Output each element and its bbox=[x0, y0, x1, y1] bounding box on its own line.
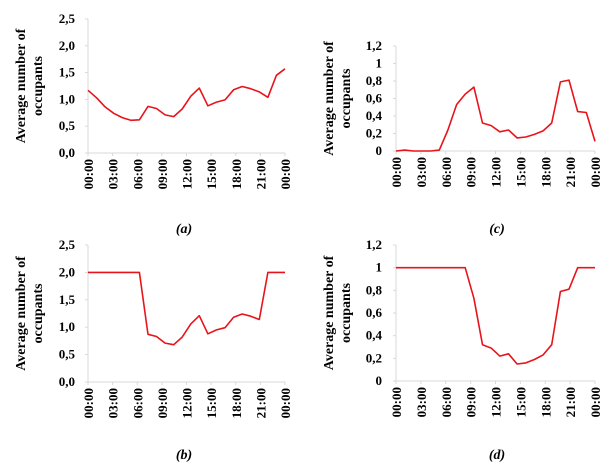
x-tick-label: 03:00 bbox=[106, 388, 121, 418]
y-tick-label: 0,2 bbox=[366, 126, 382, 141]
y-tick-label: 0,0 bbox=[59, 145, 75, 160]
x-tick-label: 03:00 bbox=[414, 157, 429, 187]
chart-panel-b: 0,0 0,5 1,0 1,5 2,0 2,5 00:00 03:00 06:00 09:00 12… bbox=[14, 237, 293, 463]
x-tick-label: 15:00 bbox=[513, 157, 528, 187]
y-tick-label: 1,0 bbox=[59, 319, 75, 334]
y-tick-label: 0,8 bbox=[366, 282, 383, 297]
series-line bbox=[395, 79, 596, 152]
x-tick-label: 21:00 bbox=[563, 387, 578, 417]
y-axis-label: occupants bbox=[31, 56, 46, 116]
x-tick-label: 18:00 bbox=[538, 157, 553, 187]
y-axis-label: Average number of bbox=[322, 41, 337, 156]
x-tick-label: 06:00 bbox=[130, 159, 145, 189]
series-line bbox=[88, 271, 285, 346]
y-tick-label: 0,5 bbox=[59, 118, 76, 133]
x-tick-label: 21:00 bbox=[253, 388, 268, 418]
x-tick-label: 03:00 bbox=[106, 159, 121, 189]
x-tick-label: 00:00 bbox=[588, 387, 603, 417]
y-tick-label: 0,5 bbox=[59, 347, 76, 362]
x-tick-label: 03:00 bbox=[414, 387, 429, 417]
y-tick-label: 1,5 bbox=[59, 65, 76, 80]
y-tick-label: 1,2 bbox=[366, 38, 382, 53]
x-tick-label: 18:00 bbox=[229, 159, 244, 189]
panel-caption: (d) bbox=[489, 448, 505, 463]
chart-panel-d: 0 0,2 0,4 0,6 0,8 1 1,2 00:00 03:00 06:00 09:00 12:… bbox=[322, 237, 603, 463]
x-tick-label: 18:00 bbox=[229, 388, 244, 418]
x-tick-label: 21:00 bbox=[253, 159, 268, 189]
x-tick-label: 09:00 bbox=[464, 157, 479, 187]
x-tick-label: 06:00 bbox=[439, 387, 454, 417]
y-axis-label: occupants bbox=[339, 68, 354, 128]
y-tick-label: 0,2 bbox=[366, 350, 382, 365]
y-tick-label: 0 bbox=[376, 373, 383, 388]
y-axis-label: Average number of bbox=[14, 28, 29, 143]
y-tick-label: 2,5 bbox=[59, 237, 76, 252]
y-tick-label: 2,5 bbox=[59, 11, 76, 26]
y-axis-label: occupants bbox=[339, 283, 354, 343]
y-tick-label: 2,0 bbox=[59, 38, 75, 53]
x-tick-label: 06:00 bbox=[130, 388, 145, 418]
y-tick-label: 2,0 bbox=[59, 264, 75, 279]
y-tick-label: 0,4 bbox=[366, 108, 383, 123]
chart-panel-c: 0 0,2 0,4 0,6 0,8 1 1,2 00:00 03:00 06:00 09:00 12:… bbox=[322, 38, 603, 237]
y-tick-label: 1,5 bbox=[59, 292, 76, 307]
y-tick-label: 0,6 bbox=[366, 91, 383, 106]
y-tick-label: 0 bbox=[376, 143, 383, 158]
x-tick-label: 00:00 bbox=[588, 157, 603, 187]
x-tick-label: 15:00 bbox=[513, 387, 528, 417]
x-tick-label: 00:00 bbox=[278, 159, 293, 189]
x-tick-label: 00:00 bbox=[389, 157, 404, 187]
y-tick-label: 1 bbox=[376, 56, 383, 71]
x-tick-label: 18:00 bbox=[538, 387, 553, 417]
y-tick-label: 1 bbox=[376, 260, 383, 275]
x-tick-label: 15:00 bbox=[204, 388, 219, 418]
x-tick-label: 00:00 bbox=[389, 387, 404, 417]
x-tick-label: 12:00 bbox=[180, 159, 195, 189]
x-tick-label: 00:00 bbox=[278, 388, 293, 418]
y-axis-label: occupants bbox=[31, 283, 46, 343]
series-line bbox=[396, 266, 595, 365]
x-tick-label: 12:00 bbox=[489, 157, 504, 187]
x-tick-label: 09:00 bbox=[464, 387, 479, 417]
y-tick-label: 0,6 bbox=[366, 305, 383, 320]
y-tick-label: 0,8 bbox=[366, 73, 383, 88]
series-line bbox=[87, 68, 286, 122]
x-tick-label: 12:00 bbox=[180, 388, 195, 418]
panel-caption: (b) bbox=[176, 448, 192, 463]
x-tick-label: 09:00 bbox=[155, 159, 170, 189]
x-tick-label: 00:00 bbox=[81, 159, 96, 189]
panel-caption: (a) bbox=[176, 222, 192, 237]
x-tick-label: 12:00 bbox=[489, 387, 504, 417]
y-tick-label: 0,4 bbox=[366, 328, 383, 343]
panel-caption: (c) bbox=[489, 222, 505, 237]
y-axis-label: Average number of bbox=[322, 255, 337, 370]
chart-panel-a: 0,0 0,5 1,0 1,5 2,0 2,5 00:00 03:00 06:00 09:00 12… bbox=[14, 11, 293, 237]
y-tick-label: 1,2 bbox=[366, 237, 382, 252]
x-tick-label: 06:00 bbox=[439, 157, 454, 187]
x-tick-label: 15:00 bbox=[204, 159, 219, 189]
y-tick-label: 1,0 bbox=[59, 91, 75, 106]
x-tick-label: 21:00 bbox=[563, 157, 578, 187]
x-tick-label: 09:00 bbox=[155, 388, 170, 418]
y-tick-label: 0,0 bbox=[59, 374, 75, 389]
y-axis-label: Average number of bbox=[14, 256, 29, 371]
x-tick-label: 00:00 bbox=[81, 388, 96, 418]
